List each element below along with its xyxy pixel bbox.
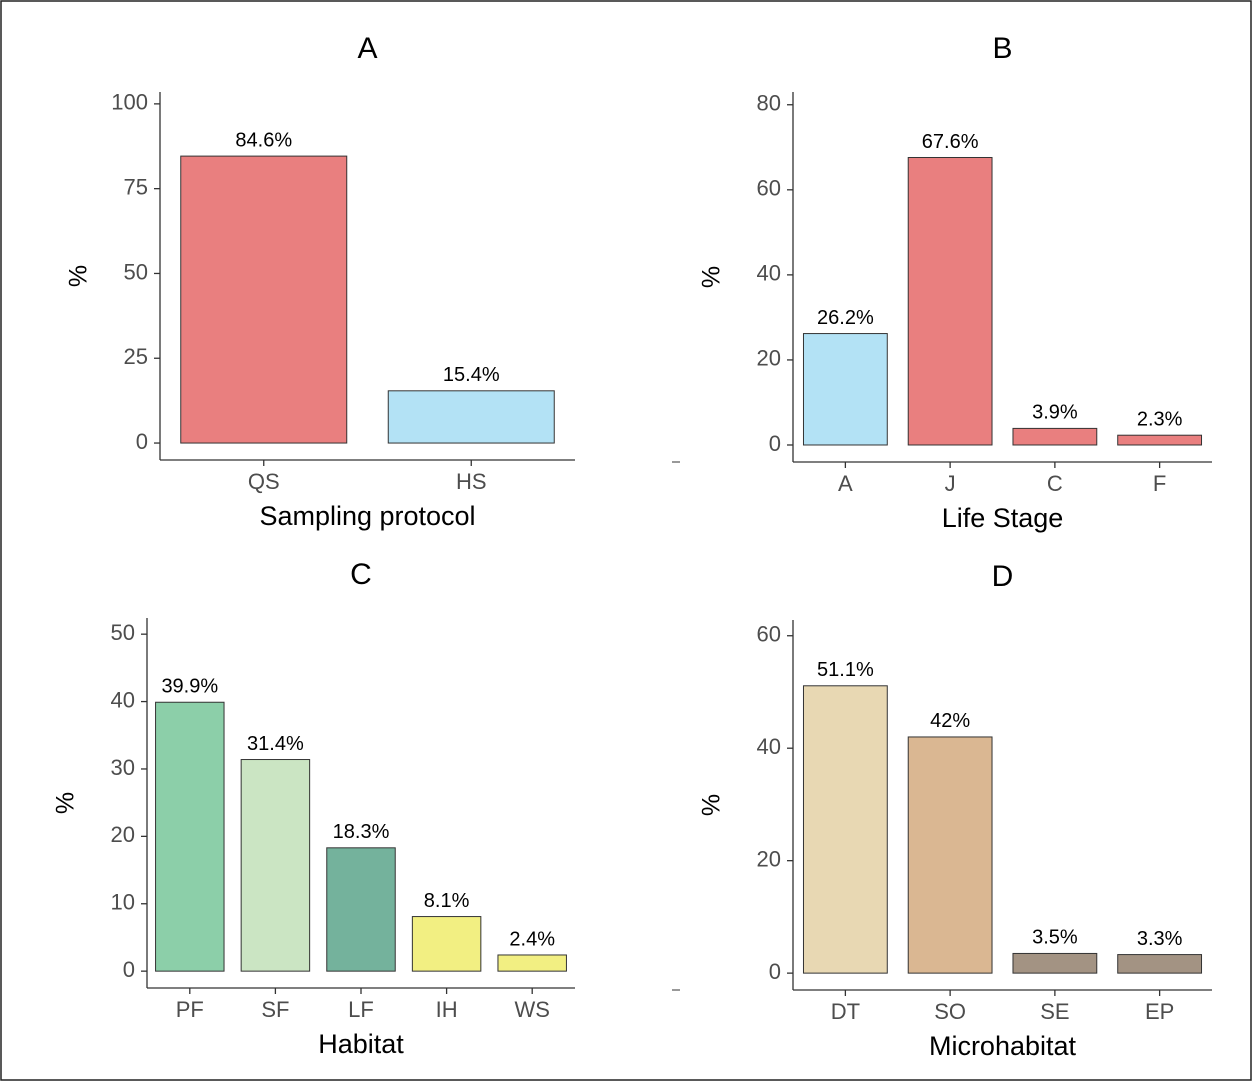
bar	[326, 847, 396, 972]
y-axis-label: %	[65, 265, 93, 287]
x-axis-label: Microhabitat	[929, 1031, 1077, 1061]
x-tick-label: J	[945, 471, 956, 496]
x-tick-label: C	[1047, 471, 1063, 496]
y-tick-label: 50	[124, 259, 148, 284]
y-tick-label: 50	[111, 620, 135, 645]
value-label: 3.3%	[1137, 928, 1183, 950]
y-axis-label: %	[52, 792, 80, 814]
value-label: 51.1%	[817, 659, 874, 681]
y-tick-label: 80	[757, 91, 781, 116]
panel-title: A	[357, 32, 377, 65]
value-label: 3.9%	[1032, 402, 1078, 424]
x-tick-label: WS	[514, 997, 549, 1022]
value-label: 67.6%	[922, 131, 979, 153]
y-tick-label: 0	[123, 957, 135, 982]
bar	[907, 736, 993, 974]
panel-title: B	[992, 32, 1012, 65]
value-label: 8.1%	[424, 890, 470, 912]
y-tick-label: 40	[757, 734, 781, 759]
x-tick-label: F	[1153, 471, 1166, 496]
x-tick-label: SE	[1040, 999, 1069, 1024]
y-tick-label: 30	[111, 755, 135, 780]
bar	[1117, 434, 1203, 446]
bar	[907, 156, 993, 446]
x-tick-label: SF	[261, 997, 289, 1022]
value-label: 18.3%	[333, 821, 390, 843]
value-label: 2.3%	[1137, 408, 1183, 430]
y-axis-label: %	[698, 794, 726, 816]
value-label: 31.4%	[247, 733, 304, 755]
y-tick-label: 40	[757, 261, 781, 286]
y-tick-label: 10	[111, 890, 135, 915]
x-tick-label: QS	[248, 469, 280, 494]
bar	[1012, 952, 1098, 974]
y-tick-label: 75	[124, 174, 148, 199]
value-label: 42%	[930, 710, 970, 732]
bar	[497, 954, 567, 972]
bar	[387, 390, 555, 444]
bar	[240, 759, 311, 972]
y-tick-label: 0	[769, 431, 781, 456]
x-tick-label: DT	[831, 999, 860, 1024]
x-tick-label: PF	[176, 997, 204, 1022]
x-axis-label: Life Stage	[942, 503, 1064, 533]
y-tick-label: 20	[111, 822, 135, 847]
bar	[155, 701, 225, 972]
x-tick-label: A	[838, 471, 853, 496]
panel-title: C	[350, 558, 372, 591]
bar	[411, 916, 482, 972]
bar	[180, 155, 348, 444]
value-label: 26.2%	[817, 307, 874, 329]
y-tick-label: 40	[111, 687, 135, 712]
x-tick-label: HS	[456, 469, 487, 494]
value-label: 2.4%	[509, 928, 555, 950]
x-tick-label: SO	[934, 999, 966, 1024]
y-tick-label: 100	[111, 90, 148, 115]
y-tick-label: 20	[757, 846, 781, 871]
x-axis-label: Sampling protocol	[259, 501, 475, 531]
bar	[1117, 954, 1203, 974]
y-tick-label: 60	[757, 622, 781, 647]
x-tick-label: IH	[436, 997, 458, 1022]
y-tick-label: 25	[124, 344, 148, 369]
y-tick-label: 0	[136, 429, 148, 454]
bar	[802, 685, 888, 974]
y-tick-label: 60	[757, 176, 781, 201]
x-axis-label: Habitat	[318, 1029, 404, 1059]
value-label: 84.6%	[235, 129, 292, 151]
bar	[1012, 427, 1098, 446]
panel-title: D	[992, 560, 1014, 593]
x-tick-label: EP	[1145, 999, 1174, 1024]
bar	[802, 333, 888, 446]
y-axis-label: %	[698, 266, 726, 288]
y-tick-label: 20	[757, 346, 781, 371]
x-tick-label: LF	[348, 997, 374, 1022]
value-label: 15.4%	[443, 364, 500, 386]
value-label: 39.9%	[161, 676, 218, 698]
y-tick-label: 0	[769, 959, 781, 984]
value-label: 3.5%	[1032, 927, 1078, 949]
